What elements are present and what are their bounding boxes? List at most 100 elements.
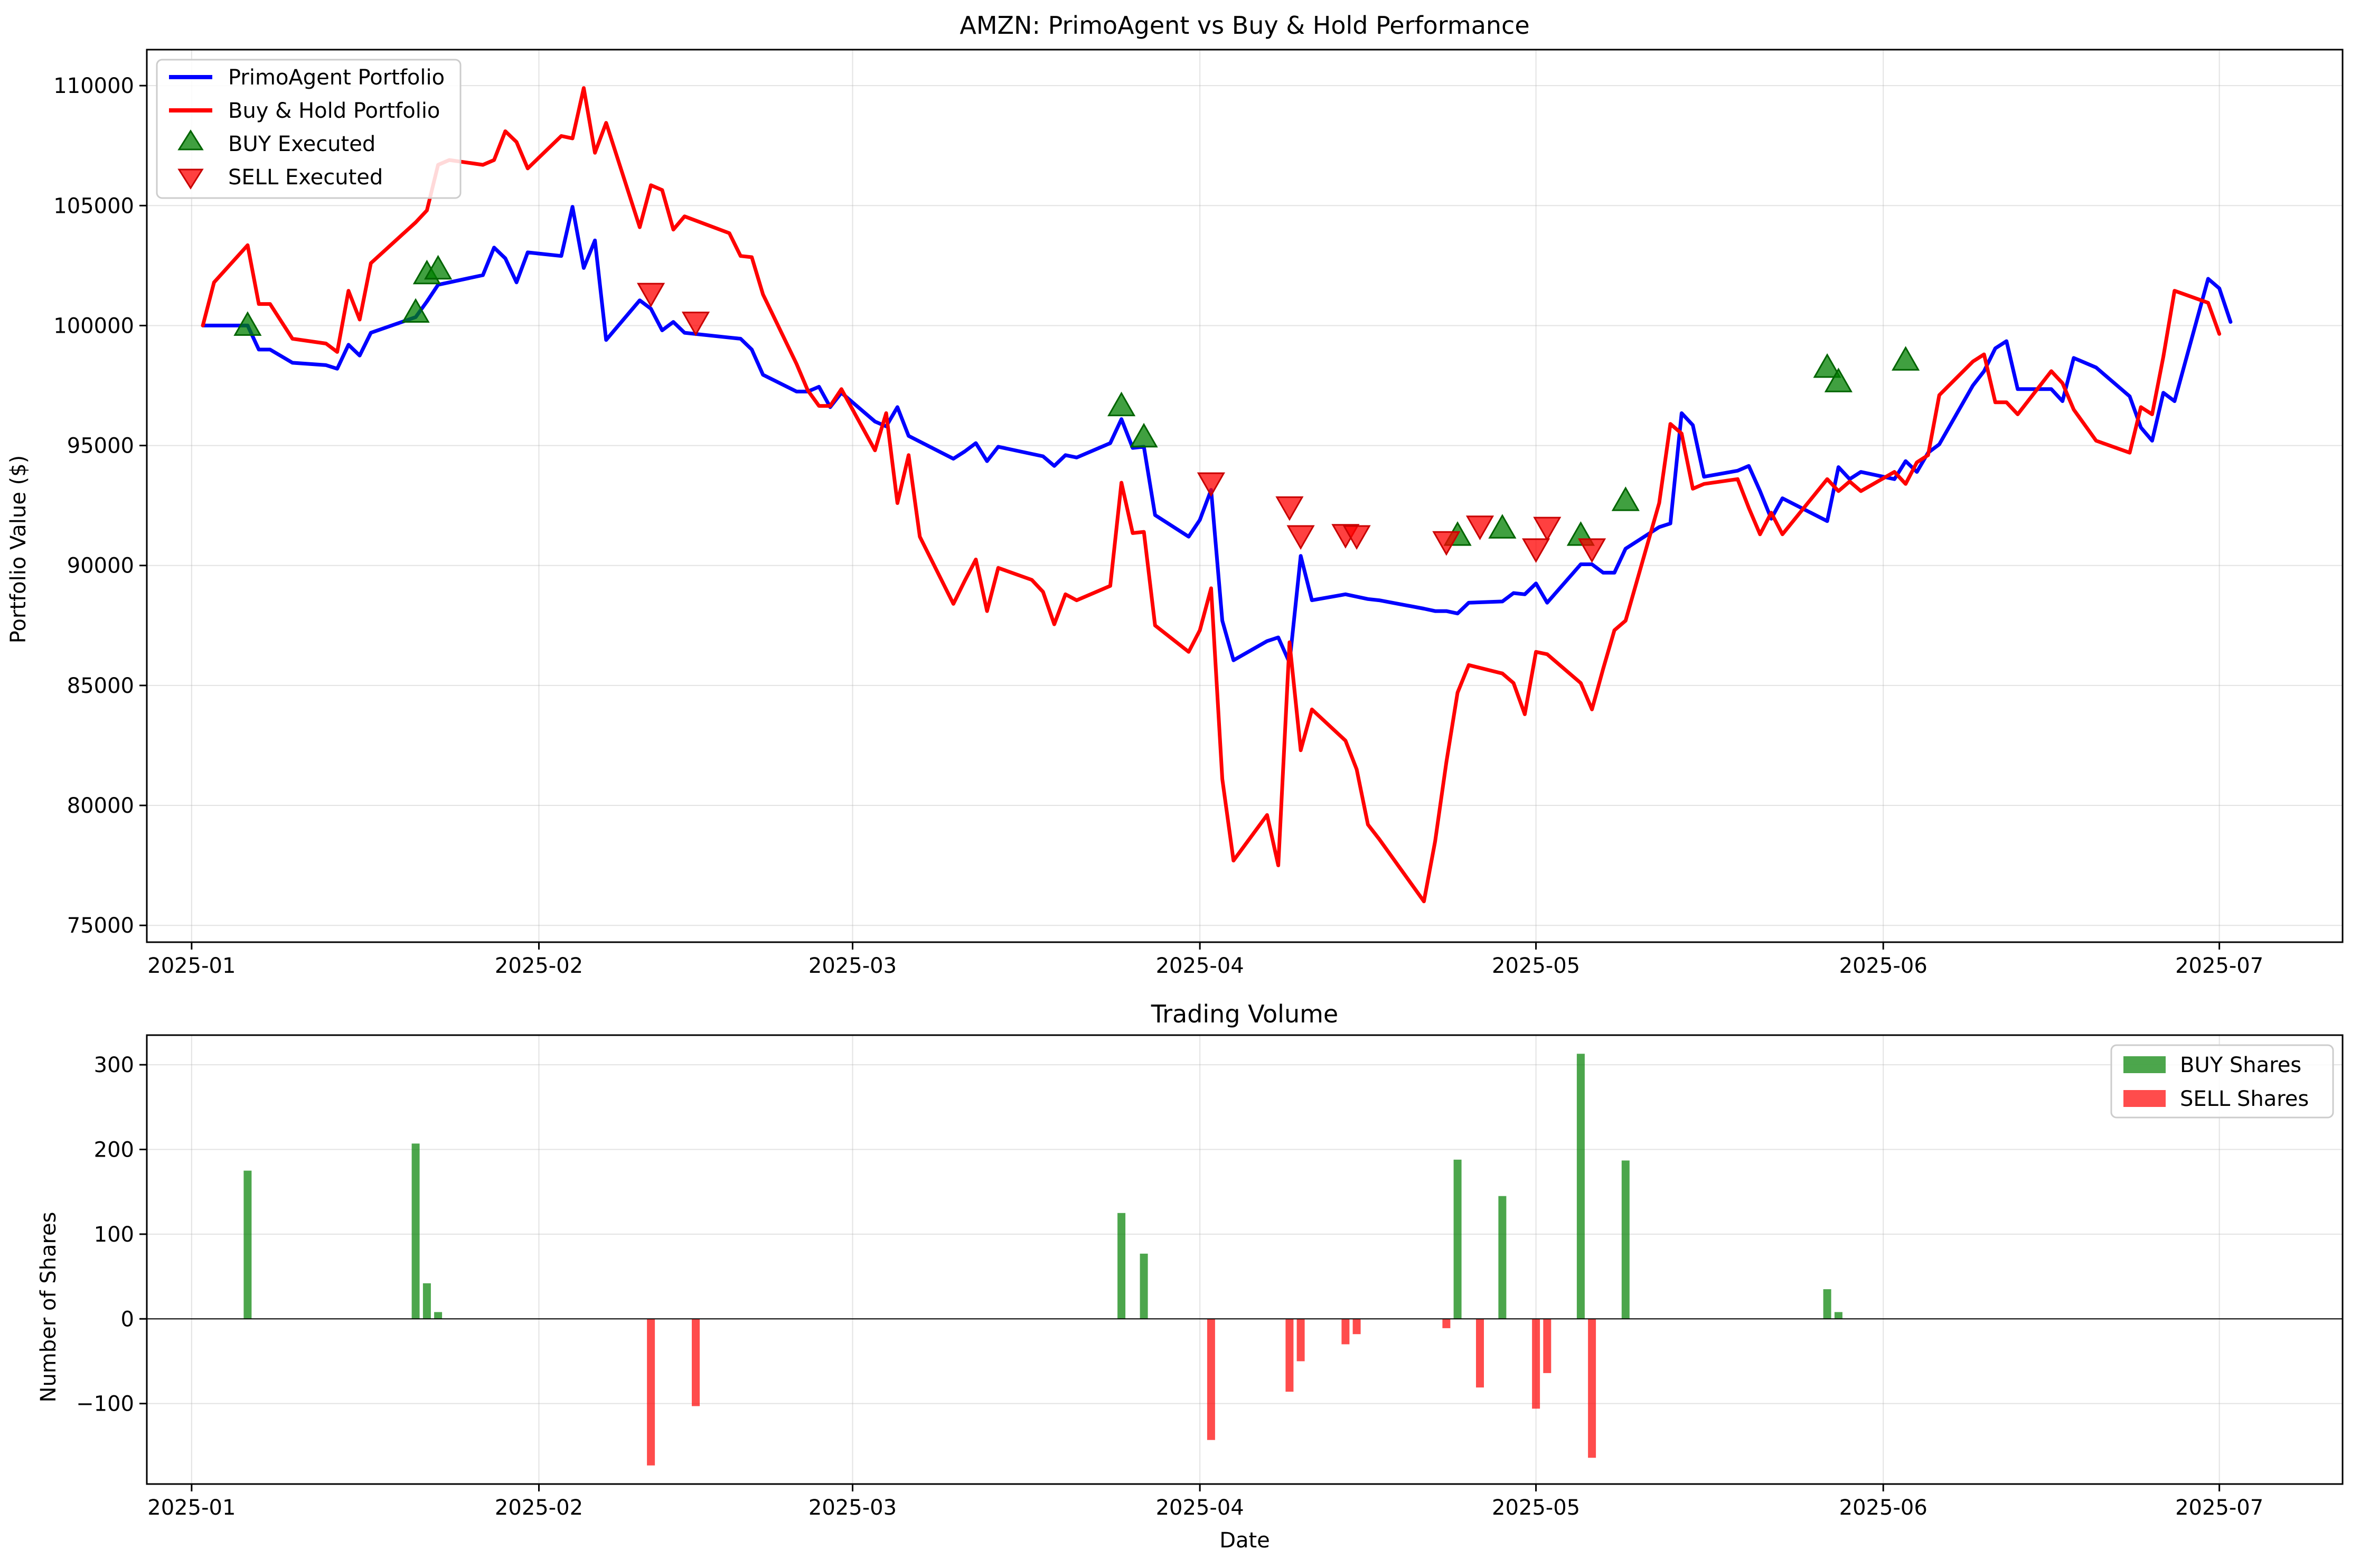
performance-chart-ticks: 2025-01 2025-02 2025-03 2025-04 2025-05 2025-… — [53, 74, 2263, 978]
buy-shares-bar — [1576, 1054, 1585, 1319]
performance-chart-y-tick-label: 85000 — [67, 674, 134, 698]
legend-label-buy-executed: BUY Executed — [228, 132, 375, 156]
sell-shares-bar — [1588, 1319, 1596, 1458]
volume-chart-x-tick-label: 2025-07 — [2175, 1496, 2263, 1520]
performance-chart-series — [201, 86, 2233, 904]
buy-hold-portfolio-line — [201, 86, 2222, 904]
volume-chart-y-axis-label: Number of Shares — [36, 1212, 61, 1403]
volume-chart-y-tick-label: 300 — [94, 1053, 134, 1077]
sell-shares-bar — [1341, 1319, 1350, 1345]
buy-shares-bar — [434, 1312, 443, 1319]
buy-shares-bar — [1621, 1160, 1630, 1319]
primoagent-portfolio-line — [201, 205, 2233, 665]
legend-box — [156, 59, 462, 199]
performance-chart-grid — [147, 50, 2343, 942]
legend-label-primoagent: PrimoAgent Portfolio — [228, 65, 445, 90]
performance-chart: AMZN: PrimoAgent vs Buy & Hold Performan… — [6, 11, 2344, 978]
performance-chart-y-tick-label: 75000 — [67, 914, 134, 938]
sell-executed-marker — [1275, 496, 1304, 521]
buy-shares-bar — [422, 1283, 431, 1319]
sell-shares-bar — [1285, 1319, 1294, 1392]
sell-shares-bar — [1476, 1319, 1484, 1388]
buy-shares-bar — [1140, 1253, 1148, 1319]
legend-marker-buy-executed — [177, 129, 204, 151]
sell-executed-marker — [1286, 525, 1315, 550]
volume-chart-x-tick-label: 2025-03 — [808, 1496, 897, 1520]
performance-chart-y-tick-label: 80000 — [67, 794, 134, 818]
buy-shares-bar — [1823, 1289, 1831, 1319]
volume-chart-ticks: 2025-01 2025-02 2025-03 2025-04 2025-05 2025-… — [76, 1053, 2263, 1520]
buy-shares-bar — [243, 1170, 252, 1319]
buy-shares-bar — [1834, 1312, 1842, 1319]
sell-shares-bar — [1296, 1319, 1305, 1362]
performance-chart-title: AMZN: PrimoAgent vs Buy & Hold Performan… — [960, 11, 1529, 40]
legend-marker-sell-executed — [177, 168, 204, 190]
sell-executed-marker — [1342, 525, 1371, 550]
volume-chart-x-tick-label: 2025-02 — [495, 1496, 583, 1520]
sell-executed-marker — [1432, 531, 1461, 556]
performance-chart-trade-markers — [233, 255, 1920, 563]
volume-chart-y-tick-label: 0 — [121, 1307, 134, 1331]
performance-chart-frame — [146, 49, 2344, 943]
legend-swatch-buy-shares — [2123, 1056, 2166, 1073]
volume-chart-x-tick-label: 2025-01 — [147, 1496, 236, 1520]
performance-chart-x-tick-label: 2025-02 — [495, 954, 583, 978]
legend-label-buy-shares: BUY Shares — [2180, 1053, 2301, 1077]
sell-executed-marker — [1578, 538, 1606, 563]
sell-shares-bar — [1207, 1319, 1215, 1440]
sell-executed-marker — [1465, 515, 1494, 540]
sell-executed-marker — [637, 283, 665, 308]
buy-shares-bar — [1498, 1196, 1507, 1319]
buy-executed-marker — [1488, 514, 1517, 539]
buy-executed-marker — [1107, 391, 1136, 417]
legend-swatch-sell-shares — [2123, 1090, 2166, 1107]
buy-executed-marker — [233, 311, 262, 336]
volume-chart-x-axis-label: Date — [1219, 1528, 1270, 1553]
volume-chart-y-tick-label: −100 — [76, 1392, 134, 1416]
sell-executed-marker — [1522, 538, 1550, 563]
performance-chart-y-axis-label: Portfolio Value ($) — [6, 455, 31, 643]
performance-chart-y-tick-label: 90000 — [67, 554, 134, 578]
legend-label-sell-shares: SELL Shares — [2180, 1087, 2309, 1111]
volume-chart-y-tick-label: 100 — [94, 1223, 134, 1247]
buy-shares-bar — [411, 1143, 420, 1319]
volume-chart-bars — [243, 1054, 1842, 1466]
buy-executed-marker — [1892, 346, 1920, 371]
volume-chart-frame — [146, 1034, 2344, 1485]
performance-chart-x-tick-label: 2025-06 — [1839, 954, 1928, 978]
buy-shares-bar — [1117, 1213, 1126, 1319]
performance-chart-x-tick-label: 2025-01 — [147, 954, 236, 978]
performance-chart-y-tick-label: 95000 — [67, 434, 134, 458]
sell-shares-bar — [1442, 1319, 1451, 1328]
performance-chart-x-tick-label: 2025-04 — [1156, 954, 1244, 978]
volume-chart-y-tick-label: 200 — [94, 1138, 134, 1162]
volume-chart: Trading Volume Date Number of Shares 202… — [36, 1000, 2344, 1553]
volume-chart-title: Trading Volume — [1151, 1000, 1338, 1028]
legend-label-sell-executed: SELL Executed — [228, 165, 383, 190]
sell-executed-marker — [1533, 517, 1562, 542]
performance-chart-x-tick-label: 2025-03 — [808, 954, 897, 978]
volume-chart-legend: BUY Shares SELL Shares — [2110, 1044, 2334, 1119]
legend-box — [2110, 1044, 2334, 1119]
sell-shares-bar — [692, 1319, 700, 1406]
performance-chart-y-tick-label: 100000 — [53, 314, 134, 338]
performance-chart-y-tick-label: 105000 — [53, 194, 134, 218]
sell-shares-bar — [1532, 1319, 1540, 1409]
sell-shares-bar — [647, 1319, 655, 1466]
buy-executed-marker — [424, 255, 453, 280]
buy-executed-marker — [1813, 353, 1841, 378]
performance-chart-x-tick-label: 2025-05 — [1492, 954, 1580, 978]
legend-label-buy-hold: Buy & Hold Portfolio — [228, 99, 440, 123]
buy-executed-marker — [1130, 422, 1158, 448]
buy-executed-marker — [1611, 486, 1640, 511]
buy-shares-bar — [1453, 1159, 1462, 1319]
buy-executed-marker — [1824, 368, 1853, 392]
buy-executed-marker — [401, 298, 430, 323]
volume-chart-x-tick-label: 2025-06 — [1839, 1496, 1928, 1520]
sell-shares-bar — [1352, 1319, 1361, 1335]
performance-chart-y-tick-label: 110000 — [53, 74, 134, 98]
sell-executed-marker — [681, 312, 710, 336]
volume-chart-x-tick-label: 2025-05 — [1492, 1496, 1580, 1520]
performance-chart-legend: PrimoAgent Portfolio Buy & Hold Portfoli… — [156, 59, 462, 199]
